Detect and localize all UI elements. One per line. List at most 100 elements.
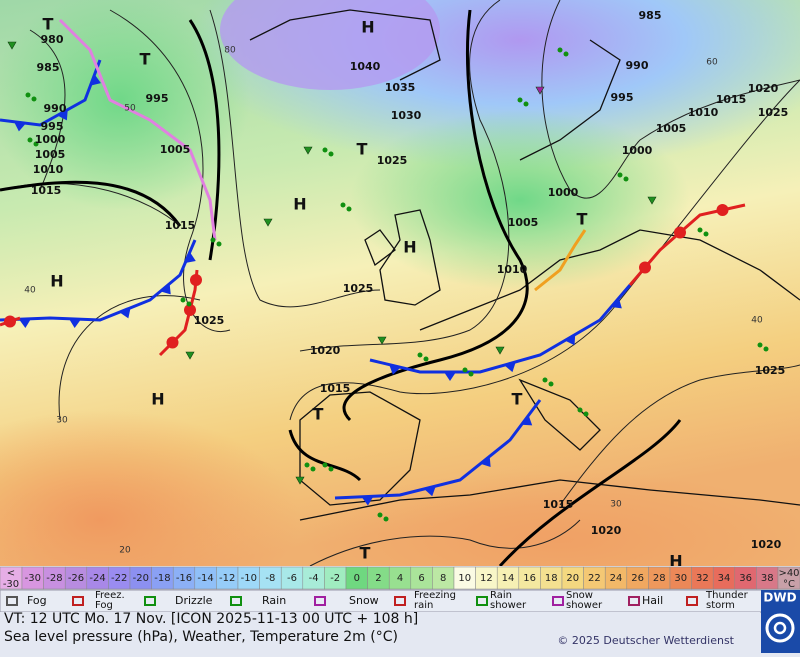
front-symbol bbox=[185, 251, 196, 264]
isobar-label: 995 bbox=[611, 91, 634, 104]
front-symbol bbox=[119, 307, 131, 319]
isobar-label: 1000 bbox=[35, 133, 66, 146]
temperature-scale: <-30-30 -28 -26 -24 -22 -20 -18 -16 -14 -12 -10 -8-… bbox=[0, 566, 800, 590]
isobar bbox=[29, 29, 66, 191]
logo-mark bbox=[765, 613, 795, 643]
isobar-label: 1025 bbox=[377, 154, 408, 167]
scale-label: -30 bbox=[25, 573, 41, 584]
coastline bbox=[249, 9, 441, 81]
isobar-label: 995 bbox=[41, 120, 64, 133]
isobar-label: 1005 bbox=[160, 143, 191, 156]
rain-symbol bbox=[322, 147, 328, 153]
isobar-label: 1020 bbox=[591, 524, 622, 537]
rain-symbol bbox=[523, 101, 529, 107]
pressure-center: T bbox=[43, 15, 54, 34]
legend-label: Hail bbox=[642, 594, 663, 607]
rain-symbol bbox=[468, 371, 474, 377]
rain-symbol bbox=[216, 241, 222, 247]
isobar-label: 1005 bbox=[35, 148, 66, 161]
thick-isobars bbox=[0, 9, 682, 568]
scale-label: -26 bbox=[68, 573, 84, 584]
scale-label: -12 bbox=[219, 573, 235, 584]
isobar bbox=[309, 519, 581, 567]
isobar-label: 1010 bbox=[688, 106, 719, 119]
coastline bbox=[299, 479, 800, 521]
legend-label: Rain bbox=[490, 590, 512, 601]
scale-label: -18 bbox=[154, 573, 170, 584]
legend-label: storm bbox=[706, 600, 735, 611]
shower-symbol bbox=[377, 336, 387, 345]
legend-icon bbox=[686, 596, 698, 606]
legend-icon bbox=[476, 596, 488, 606]
scale-high-cell bbox=[777, 566, 800, 590]
scale-label: 14 bbox=[502, 573, 515, 584]
front bbox=[534, 229, 587, 292]
legend-icon bbox=[230, 596, 242, 606]
isobar bbox=[288, 429, 362, 482]
isobar bbox=[209, 9, 381, 308]
front-symbol bbox=[4, 315, 16, 328]
front-symbol bbox=[424, 486, 436, 497]
temperature-label: 40 bbox=[751, 316, 763, 326]
scale-low-value: -30 bbox=[3, 579, 19, 590]
isobar-label: 1025 bbox=[755, 364, 786, 377]
legend-icon bbox=[6, 596, 18, 606]
front-symbol bbox=[674, 226, 686, 239]
isobar-label: 1025 bbox=[194, 314, 225, 327]
rain-symbol bbox=[304, 462, 310, 468]
temperature-label: 50 bbox=[124, 104, 136, 114]
coastline bbox=[419, 229, 800, 331]
isobar bbox=[559, 364, 800, 506]
coastline bbox=[518, 378, 601, 451]
legend-label: Snow bbox=[349, 594, 379, 607]
scale-label: -28 bbox=[46, 573, 62, 584]
isobar-label: 985 bbox=[37, 61, 60, 74]
pressure-center: H bbox=[151, 390, 164, 409]
scale-label: -10 bbox=[241, 573, 257, 584]
legend-icon bbox=[552, 596, 564, 606]
pressure-center: T bbox=[360, 544, 371, 563]
isobar-label: 1015 bbox=[165, 219, 196, 232]
rain-symbol bbox=[180, 297, 186, 303]
isobar-label: 1015 bbox=[543, 498, 574, 511]
shower-symbol bbox=[535, 86, 545, 95]
pressure-center: H bbox=[669, 552, 682, 571]
scale-label: 34 bbox=[718, 573, 731, 584]
isobar bbox=[109, 9, 231, 332]
legend-label: Snow bbox=[566, 590, 593, 601]
isobar-label: 1005 bbox=[508, 216, 539, 229]
scale-label: 16 bbox=[523, 573, 536, 584]
rain-symbol bbox=[25, 92, 31, 98]
rain-symbol bbox=[423, 356, 429, 362]
scale-label: -14 bbox=[197, 573, 213, 584]
isobar-label: 1020 bbox=[751, 538, 782, 551]
pressure-center: T bbox=[357, 140, 368, 159]
front-symbol bbox=[166, 336, 179, 349]
scale-label: 10 bbox=[458, 573, 471, 584]
front bbox=[58, 18, 217, 241]
logo-text: DWD bbox=[763, 591, 796, 605]
isobar-label: 1040 bbox=[350, 60, 381, 73]
front-symbol bbox=[361, 496, 374, 506]
isobar-label: 1020 bbox=[748, 82, 779, 95]
isobar-label: 1010 bbox=[33, 163, 64, 176]
isobar bbox=[289, 79, 800, 421]
rain-symbol bbox=[542, 377, 548, 383]
legend-icon bbox=[144, 596, 156, 606]
rain-symbol bbox=[346, 206, 352, 212]
legend-label: shower bbox=[490, 600, 527, 611]
scale-label: -2 bbox=[330, 573, 340, 584]
footer-band bbox=[0, 612, 760, 653]
rain-symbol bbox=[583, 411, 589, 417]
front-symbol bbox=[444, 372, 456, 381]
front-symbol bbox=[14, 121, 26, 132]
isobar bbox=[299, 0, 510, 352]
scale-label: 2 bbox=[375, 573, 381, 584]
scale-label: 24 bbox=[610, 573, 623, 584]
front-symbol bbox=[160, 283, 171, 295]
isobar-label: 990 bbox=[626, 59, 649, 72]
rain-symbol bbox=[623, 176, 629, 182]
rain-symbol bbox=[377, 512, 383, 518]
